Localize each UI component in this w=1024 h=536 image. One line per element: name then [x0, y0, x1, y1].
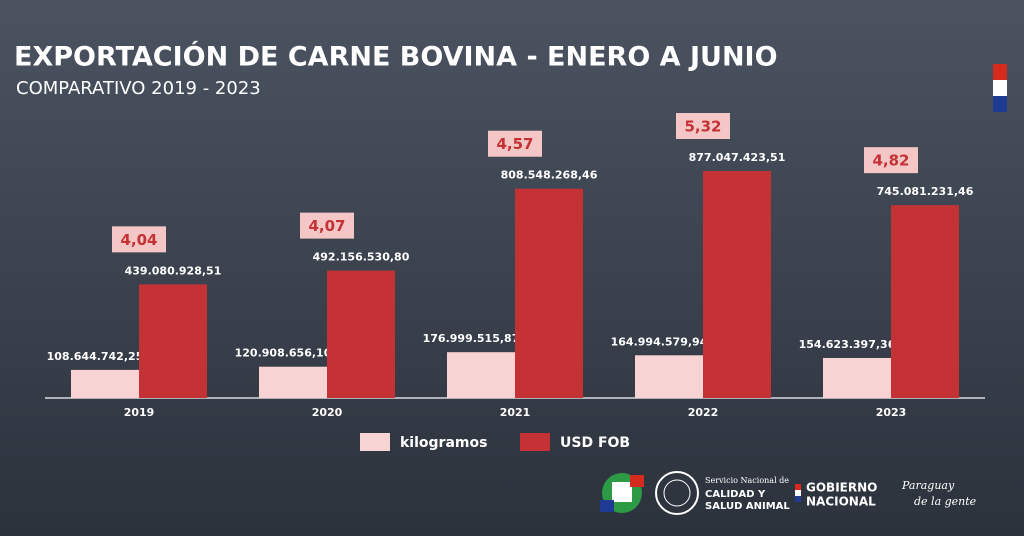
chart-subtitle: COMPARATIVO 2019 - 2023	[16, 78, 261, 99]
footer-text: de la gente	[914, 495, 977, 508]
logo-cross	[612, 482, 632, 502]
ratio-label: 4,82	[872, 152, 909, 170]
data-label: 492.156.530,80	[313, 251, 410, 264]
flag	[993, 64, 1007, 112]
data-label: 164.994.579,94	[611, 335, 708, 348]
logo-red	[630, 475, 644, 487]
bar	[635, 355, 703, 398]
bar	[71, 369, 139, 398]
data-label: 154.623.397,36	[799, 338, 896, 351]
logo-blue	[600, 500, 614, 512]
data-label: 877.047.423,51	[689, 151, 786, 164]
data-label: 120.908.656,10	[235, 347, 332, 360]
footer-text: Servicio Nacional de	[705, 476, 789, 485]
footer-text: SALUD ANIMAL	[705, 501, 790, 512]
x-tick-label: 2020	[312, 406, 343, 419]
x-tick-label: 2023	[876, 406, 907, 419]
bar	[891, 205, 959, 398]
ratio-box	[300, 212, 354, 239]
flag-white	[993, 80, 1007, 96]
bar	[703, 171, 771, 398]
bar	[823, 357, 891, 398]
footer-text: NACIONAL	[806, 495, 876, 509]
ratio-box	[488, 130, 542, 157]
ratio-box	[112, 226, 166, 253]
bar	[515, 188, 583, 398]
ratio-label: 4,04	[120, 231, 157, 249]
logo-seal-inner	[663, 479, 691, 507]
chart-title: EXPORTACIÓN DE CARNE BOVINA - ENERO A JU…	[14, 41, 778, 73]
bar	[327, 270, 395, 398]
flag-blue	[993, 96, 1007, 112]
logo-white	[795, 490, 801, 496]
ratio-box	[676, 113, 730, 139]
legend-label: kilogramos	[400, 435, 487, 451]
footer-text: Paraguay	[901, 479, 955, 492]
bar	[259, 366, 327, 398]
ratio-box	[864, 147, 918, 174]
legend-label: USD FOB	[560, 435, 630, 451]
logo-red	[795, 484, 801, 490]
x-tick-label: 2019	[124, 406, 155, 419]
data-label: 176.999.515,87	[423, 332, 520, 345]
ratio-label: 5,32	[684, 118, 721, 136]
data-label: 108.644.742,25	[47, 350, 144, 363]
data-label: 745.081.231,46	[877, 185, 974, 198]
x-tick-label: 2021	[500, 406, 531, 419]
x-tick-label: 2022	[688, 406, 719, 419]
data-label: 439.080.928,51	[125, 264, 222, 277]
bar	[447, 352, 515, 398]
footer-text: CALIDAD Y	[705, 489, 766, 500]
legend-swatch	[360, 433, 390, 451]
logo-blue	[795, 496, 801, 502]
logo-seal	[655, 471, 699, 515]
bar	[139, 284, 207, 398]
ratio-label: 4,57	[496, 135, 533, 153]
ratio-label: 4,07	[308, 217, 345, 235]
flag-red	[993, 64, 1007, 80]
footer-text: GOBIERNO	[806, 481, 877, 495]
legend-swatch	[520, 433, 550, 451]
footer: Servicio Nacional de CALIDAD Y SALUD ANI…	[600, 471, 977, 515]
data-label: 808.548.268,46	[501, 169, 598, 182]
